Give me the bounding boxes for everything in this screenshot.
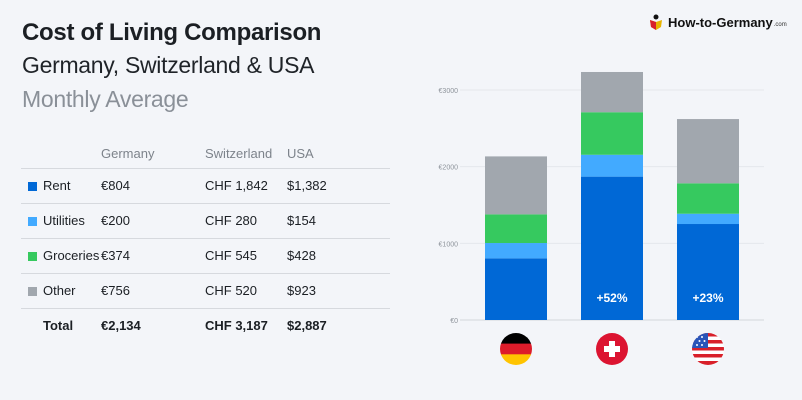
bar-switzerland-rent [581, 176, 643, 320]
brand-logo[interactable]: How-to-Germany .com [649, 14, 787, 30]
page-subtitle-secondary: Monthly Average [22, 86, 189, 112]
value-cell: CHF 3,187 [205, 318, 268, 334]
bar-usa-groceries [677, 183, 739, 214]
value-cell: CHF 280 [205, 203, 287, 239]
y-tick-label: €2000 [439, 165, 459, 172]
value-cell: €756 [101, 273, 205, 309]
page-subtitle: Germany, Switzerland & USA [22, 52, 315, 78]
page-title: Cost of Living Comparison [22, 19, 322, 46]
bar-germany-other [485, 156, 547, 215]
table-header-row: Germany Switzerland USA [21, 143, 390, 169]
bar-germany-utilities [485, 243, 547, 259]
value-cell: CHF 1,842 [205, 168, 287, 204]
legend-swatch [28, 286, 37, 296]
row-label: Other [43, 283, 76, 298]
legend-swatch [28, 251, 37, 261]
row-label: Rent [43, 178, 71, 193]
column-header [21, 143, 101, 169]
cost-table: Germany Switzerland USA Rent €804 CHF 1,84… [21, 143, 390, 343]
bar-annotation: +23% [692, 291, 723, 305]
value-cell: $923 [287, 273, 390, 309]
value-cell: $428 [287, 238, 390, 274]
y-tick-label: €3000 [439, 88, 459, 95]
bar-usa-utilities [677, 213, 739, 225]
row-label-cell: Total [21, 308, 101, 343]
bar-annotation: +52% [596, 291, 627, 305]
row-label-cell: Groceries [21, 238, 101, 274]
logo-text: How-to-Germany [668, 14, 773, 30]
y-tick-label: €1000 [439, 241, 459, 248]
switzerland-flag-icon [596, 333, 628, 365]
table-row: Other €756 CHF 520 $923 [21, 273, 390, 309]
bar-germany-rent [485, 258, 547, 320]
value-cell: €804 [101, 168, 205, 204]
logo-suffix: .com [773, 21, 787, 28]
table-row: Utilities €200 CHF 280 $154 [21, 203, 390, 239]
value-cell: €2,134 [101, 318, 141, 334]
legend-swatch [28, 181, 37, 191]
value-cell: CHF 545 [205, 238, 287, 274]
usa-flag-icon [692, 333, 724, 365]
bar-usa-other [677, 119, 739, 184]
value-cell: $1,382 [287, 168, 390, 204]
bar-switzerland-other [581, 71, 643, 113]
column-header-switzerland: Switzerland [205, 143, 287, 169]
value-cell: €374 [101, 238, 205, 274]
legend-swatch [28, 216, 37, 226]
row-label-cell: Other [21, 273, 101, 309]
row-label-cell: Utilities [21, 203, 101, 239]
row-label-cell: Rent [21, 168, 101, 204]
table-row: Rent €804 CHF 1,842 $1,382 [21, 168, 390, 204]
column-header-usa: USA [287, 143, 390, 169]
row-label: Total [43, 318, 74, 334]
bar-germany-groceries [485, 214, 547, 244]
germany-flag-icon [500, 333, 532, 365]
table-row: Groceries €374 CHF 545 $428 [21, 238, 390, 274]
logo-icon [650, 14, 662, 30]
row-label: Groceries [43, 248, 100, 263]
bar-switzerland-groceries [581, 112, 643, 155]
table-row: Total €2,134 CHF 3,187 $2,887 [21, 308, 390, 343]
row-label: Utilities [43, 213, 85, 228]
value-cell: $2,887 [287, 318, 327, 334]
y-tick-label: €0 [450, 318, 458, 325]
value-cell: $154 [287, 203, 390, 239]
value-cell: CHF 520 [205, 273, 287, 309]
value-cell: €200 [101, 203, 205, 239]
stacked-bar-chart: €0 €1000 €2000 €3000 +52% +23% [439, 71, 764, 325]
bar-usa-rent [677, 224, 739, 320]
bar-switzerland-utilities [581, 154, 643, 177]
column-header-germany: Germany [101, 143, 205, 169]
